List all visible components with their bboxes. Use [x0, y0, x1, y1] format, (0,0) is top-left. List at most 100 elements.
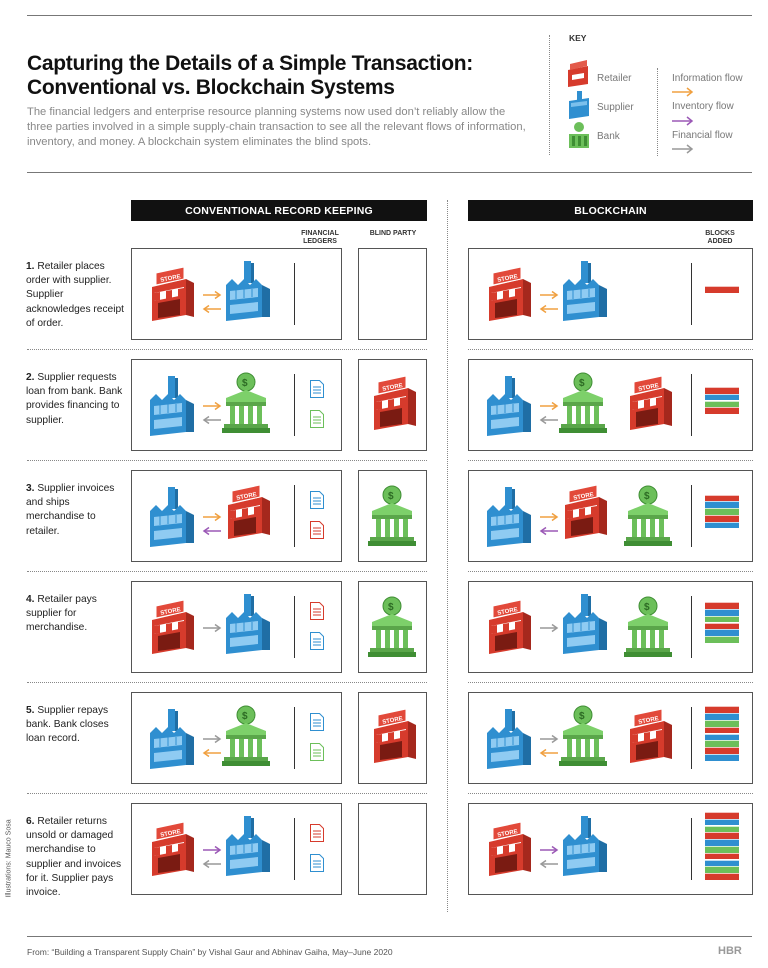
- step-5-bc-flow-arrow-icon: [539, 730, 559, 748]
- step-2-description: Supplier requests loan from bank. Bank p…: [26, 372, 123, 426]
- step-1-flow-arrow-icon: [202, 286, 222, 304]
- step-3-blind-bank-icon: $: [368, 485, 416, 552]
- step-3-description: Supplier invoices and ships merchandise …: [26, 483, 115, 537]
- svg-text:$: $: [388, 491, 394, 502]
- key-supplier-label: Supplier: [597, 102, 634, 113]
- step-6-bc-supplier-icon: [559, 816, 611, 881]
- step-5-ledger-bank-icon: [310, 743, 324, 761]
- key-financial-arrow-icon: [671, 141, 695, 159]
- step-5-return-arrow-icon: [202, 744, 222, 762]
- step-1-bc-return-arrow-icon: [539, 300, 559, 318]
- row-separator: [27, 571, 427, 572]
- step-5-blocks-divider: [691, 707, 692, 769]
- step-6-bc-flow-arrow-icon: [539, 841, 559, 859]
- svg-text:STORE: STORE: [638, 383, 659, 393]
- step-3-block: [705, 501, 739, 508]
- step-3-ledger-supplier-icon: [310, 491, 324, 509]
- blocks-added-header: BLOCKS ADDED: [705, 230, 735, 245]
- key-financial-flow-label: Financial flow: [672, 130, 733, 141]
- svg-text:$: $: [644, 491, 650, 502]
- step-1-supplier-icon: [222, 261, 274, 326]
- row-separator: [27, 460, 427, 461]
- step-4-ledger-supplier-icon: [310, 632, 324, 650]
- step-6-ledger-supplier-icon: [310, 854, 324, 872]
- svg-text:STORE: STORE: [160, 274, 181, 284]
- step-6-blocks-divider: [691, 818, 692, 880]
- step-3-flow-arrow-icon: [202, 508, 222, 526]
- step-5-description: Supplier repays bank. Bank closes loan r…: [26, 705, 109, 745]
- step-2-return-arrow-icon: [202, 411, 222, 429]
- svg-text:STORE: STORE: [382, 383, 403, 393]
- step-2-flow-arrow-icon: [202, 397, 222, 415]
- step-2-bc-return-arrow-icon: [539, 411, 559, 429]
- step-3-block: [705, 494, 739, 502]
- step-1-ledger-divider: [294, 263, 295, 325]
- step-1-return-arrow-icon: [202, 300, 222, 318]
- step-3-ledger-retailer-icon: [310, 521, 324, 539]
- step-2-blocks-divider: [691, 374, 692, 436]
- step-3-ledger-divider: [294, 485, 295, 547]
- step-6-blind-party-panel: [358, 803, 427, 895]
- step-2-block: [705, 393, 739, 401]
- svg-text:STORE: STORE: [573, 492, 594, 502]
- step-4-block: [705, 609, 739, 616]
- header-rule: [27, 172, 752, 173]
- step-2-blind-retailer-icon: STORE: [368, 374, 420, 435]
- step-5-block: [705, 720, 739, 727]
- step-5-flow-arrow-icon: [202, 730, 222, 748]
- step-3-text: 3. Supplier invoices and ships merchandi…: [26, 482, 126, 539]
- step-2-bc-bank-icon: $: [559, 372, 607, 439]
- step-4-bc-flow-arrow-icon: [539, 619, 559, 637]
- step-4-ledger-divider: [294, 596, 295, 658]
- row-separator: [27, 349, 427, 350]
- step-3-blind-party-panel: $: [358, 470, 427, 562]
- step-4-description: Retailer pays supplier for merchandise.: [26, 594, 97, 634]
- step-5-block: [705, 706, 739, 713]
- footer-rule: [27, 936, 752, 937]
- key-title: KEY: [569, 33, 587, 43]
- row-separator: [468, 682, 753, 683]
- step-2-bc-retailer-icon: STORE: [624, 374, 676, 435]
- section-divider: [447, 200, 448, 912]
- step-3-block: [705, 508, 739, 515]
- step-4-bc-retailer-icon: STORE: [483, 598, 535, 659]
- key-bank-icon: [567, 122, 593, 155]
- step-5-bc-bank-icon: $: [559, 705, 607, 772]
- step-6-retailer-icon: STORE: [146, 820, 198, 881]
- step-5-supplier-icon: [146, 709, 198, 774]
- row-separator: [468, 349, 753, 350]
- step-6-blockchain-panel: STORE: [468, 803, 753, 895]
- step-6-number: 6.: [26, 816, 35, 827]
- step-5-text: 5. Supplier repays bank. Bank closes loa…: [26, 704, 126, 747]
- conventional-header: CONVENTIONAL RECORD KEEPING: [131, 200, 427, 221]
- key-divider: [549, 35, 550, 155]
- step-6-block: [705, 818, 739, 826]
- step-1-blocks-divider: [691, 263, 692, 325]
- svg-text:$: $: [242, 711, 248, 722]
- step-6-block: [705, 859, 739, 867]
- svg-text:$: $: [388, 602, 394, 613]
- svg-text:$: $: [242, 378, 248, 389]
- step-5-block: [705, 754, 739, 761]
- step-4-conventional-panel: STORE: [131, 581, 342, 673]
- svg-text:STORE: STORE: [497, 274, 518, 284]
- step-5-block: [705, 747, 739, 754]
- step-4-retailer-icon: STORE: [146, 598, 198, 659]
- step-3-blockchain-panel: STORE $: [468, 470, 753, 562]
- blind-party-header: BLIND PARTY: [369, 230, 417, 237]
- step-2-bank-icon: $: [222, 372, 270, 439]
- step-5-bc-supplier-icon: [483, 709, 535, 774]
- step-2-blind-party-panel: STORE: [358, 359, 427, 451]
- step-4-block: [705, 615, 739, 623]
- svg-text:$: $: [579, 378, 585, 389]
- step-4-blind-party-panel: $: [358, 581, 427, 673]
- step-6-block: [705, 866, 739, 873]
- step-2-blockchain-panel: $ STORE: [468, 359, 753, 451]
- svg-text:STORE: STORE: [160, 607, 181, 617]
- step-5-ledger-divider: [294, 707, 295, 769]
- step-2-text: 2. Supplier requests loan from bank. Ban…: [26, 371, 126, 428]
- step-4-supplier-icon: [222, 594, 274, 659]
- step-6-block: [705, 839, 739, 846]
- key-information-flow-label: Information flow: [672, 73, 743, 84]
- source-footer: From: “Building a Transparent Supply Cha…: [27, 947, 393, 957]
